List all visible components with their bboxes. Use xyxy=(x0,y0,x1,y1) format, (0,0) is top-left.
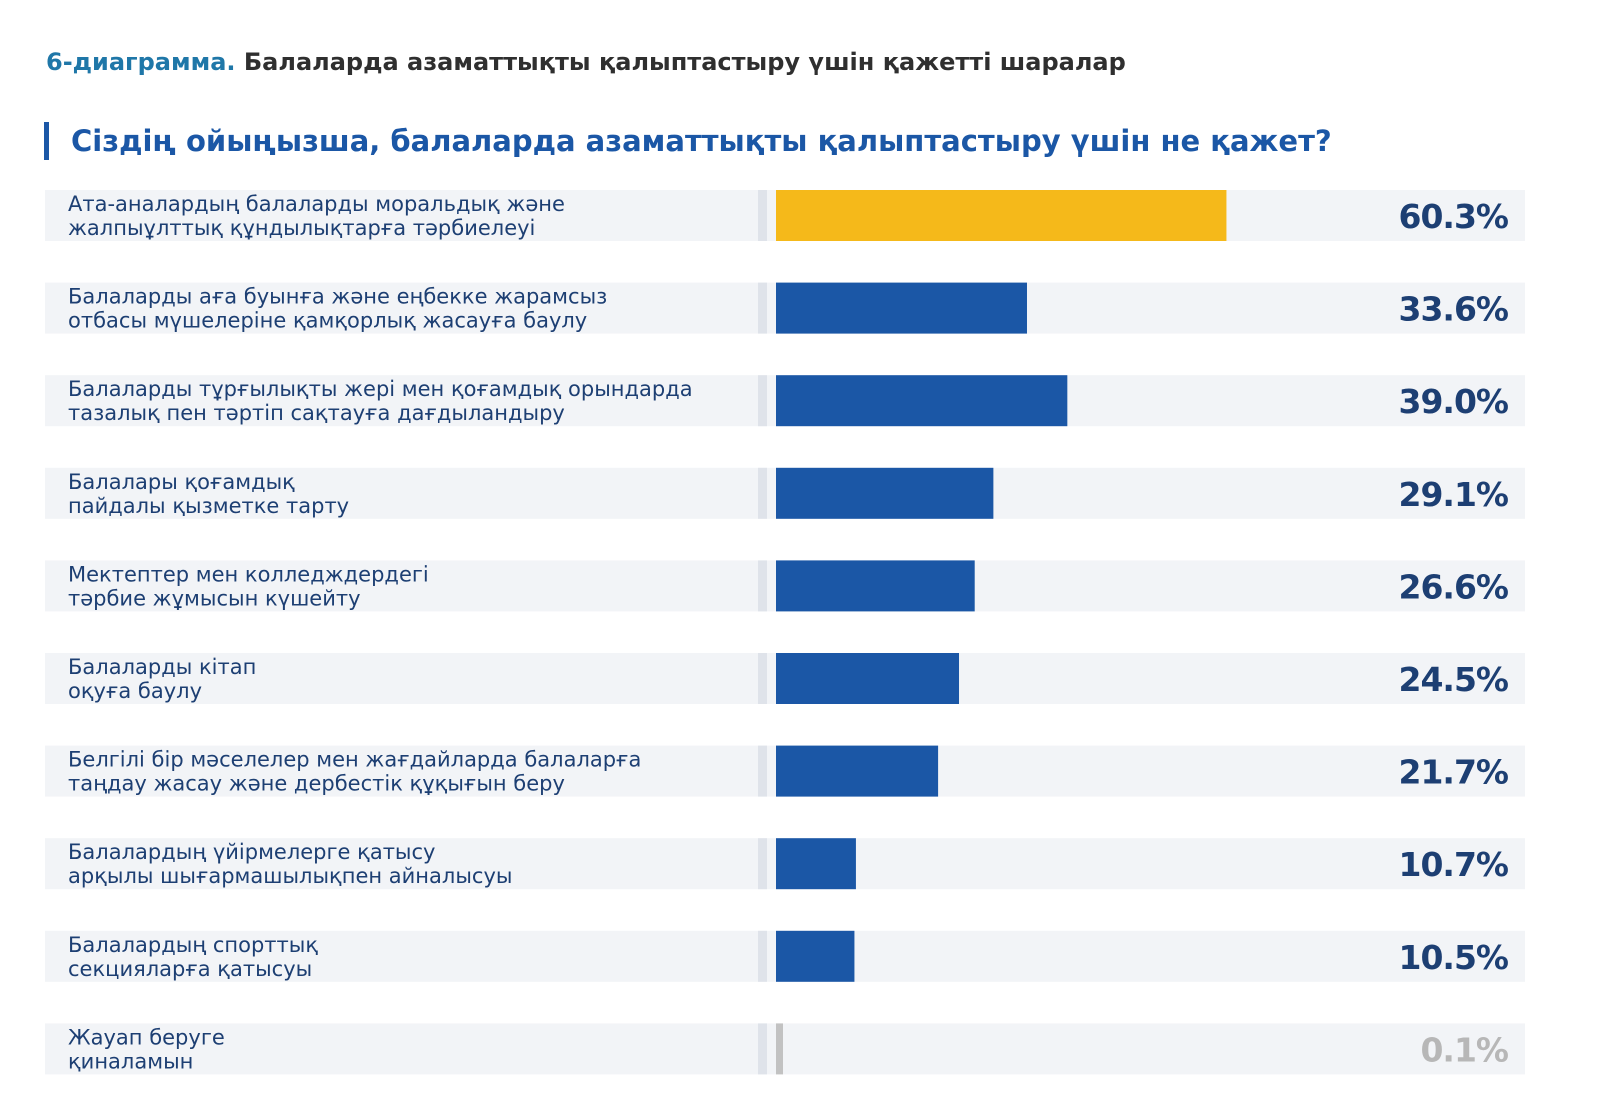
row-divider xyxy=(758,745,767,797)
value-label: 10.5% xyxy=(1399,938,1509,977)
category-label: қиналамын xyxy=(68,1049,193,1073)
figure-caption: 6-диаграмма. Балаларда азаматтықты қалып… xyxy=(46,48,1126,76)
row-divider xyxy=(758,375,767,427)
category-label: Балалардың үйірмелерге қатысу xyxy=(68,840,435,864)
category-label: тәрбие жұмысын күшейту xyxy=(68,586,361,610)
category-label: Балаларды аға буынға және еңбекке жарамс… xyxy=(68,285,607,309)
category-label: Жауап беруге xyxy=(68,1025,225,1049)
row-divider xyxy=(758,930,767,982)
figure-number: 6-диаграмма. xyxy=(46,48,236,76)
category-label: жалпыұлттық құндылықтарға тәрбиелеуі xyxy=(68,216,535,240)
category-label: Балалардың спорттық xyxy=(68,933,318,957)
category-label: тазалық пен тәртіп сақтауға дағдыландыру xyxy=(68,401,565,425)
bar xyxy=(776,375,1068,427)
bar xyxy=(776,745,939,797)
bar xyxy=(776,190,1227,241)
row-divider xyxy=(758,467,767,519)
category-label: Ата-аналардың балаларды моральдық және xyxy=(68,192,565,216)
row-divider xyxy=(758,282,767,334)
value-label: 26.6% xyxy=(1399,567,1509,606)
category-label: секцияларға қатысуы xyxy=(68,957,312,981)
bar xyxy=(776,1023,783,1075)
value-label: 10.7% xyxy=(1399,845,1509,884)
category-label: Мектептер мен колледждердегі xyxy=(68,562,429,586)
value-label: 0.1% xyxy=(1420,1030,1508,1069)
value-label: 39.0% xyxy=(1399,382,1509,421)
category-label: арқылы шығармашылықпен айналысуы xyxy=(68,864,512,888)
bar xyxy=(776,653,960,704)
row-divider xyxy=(758,560,767,612)
value-label: 21.7% xyxy=(1399,753,1509,792)
row-divider xyxy=(758,838,767,890)
category-label: Балаларды кітап xyxy=(68,655,256,679)
value-label: 60.3% xyxy=(1399,197,1509,236)
category-label: Белгілі бір мәселелер мен жағдайларда ба… xyxy=(68,748,641,772)
row-background xyxy=(45,1023,1525,1075)
category-label: пайдалы қызметке тарту xyxy=(68,494,349,518)
category-label: Балалары қоғамдық xyxy=(68,470,295,494)
bar xyxy=(776,838,856,890)
figure-title: Балаларда азаматтықты қалыптастыру үшін … xyxy=(243,48,1126,76)
bar xyxy=(776,930,855,982)
category-label: таңдау жасау және дербестік құқығын беру xyxy=(68,772,565,796)
row-divider xyxy=(758,1023,767,1075)
value-label: 24.5% xyxy=(1399,660,1509,699)
category-label: отбасы мүшелеріне қамқорлық жасауға баул… xyxy=(68,309,587,333)
category-label: оқуға баулу xyxy=(68,679,202,703)
row-divider xyxy=(758,653,767,704)
value-label: 29.1% xyxy=(1399,475,1509,514)
row-divider xyxy=(758,190,767,241)
bar xyxy=(776,282,1027,334)
bar xyxy=(776,467,994,519)
category-label: Балаларды тұрғылықты жері мен қоғамдық о… xyxy=(68,377,693,401)
bar xyxy=(776,560,975,612)
chart-question-title: Сіздің ойыңызша, балаларда азаматтықты қ… xyxy=(44,122,1332,160)
value-label: 33.6% xyxy=(1399,290,1509,329)
